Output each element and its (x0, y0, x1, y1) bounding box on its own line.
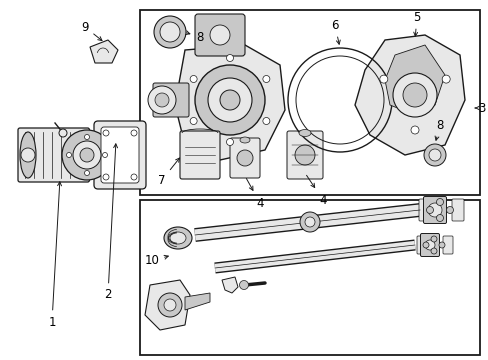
Text: 4: 4 (306, 175, 326, 207)
Circle shape (422, 242, 428, 248)
FancyBboxPatch shape (416, 236, 426, 254)
Circle shape (299, 212, 319, 232)
Text: 3: 3 (477, 102, 485, 114)
Circle shape (158, 293, 182, 317)
FancyBboxPatch shape (229, 138, 260, 178)
Polygon shape (222, 277, 238, 293)
Circle shape (160, 22, 180, 42)
Circle shape (428, 149, 440, 161)
Text: 6: 6 (330, 18, 340, 44)
Circle shape (220, 90, 240, 110)
Polygon shape (145, 280, 190, 330)
Text: 2: 2 (104, 144, 117, 302)
Circle shape (154, 16, 185, 48)
Circle shape (430, 236, 436, 242)
FancyBboxPatch shape (153, 83, 189, 117)
Circle shape (226, 139, 233, 145)
FancyBboxPatch shape (18, 128, 89, 182)
Circle shape (427, 203, 441, 217)
Polygon shape (184, 293, 209, 310)
FancyBboxPatch shape (286, 131, 323, 179)
Polygon shape (354, 35, 464, 155)
Circle shape (131, 130, 137, 136)
Circle shape (155, 93, 169, 107)
Polygon shape (175, 45, 285, 160)
FancyBboxPatch shape (94, 121, 146, 189)
Ellipse shape (163, 227, 192, 249)
Circle shape (190, 117, 197, 125)
Circle shape (80, 148, 94, 162)
FancyBboxPatch shape (101, 127, 139, 183)
Circle shape (446, 207, 452, 213)
Circle shape (392, 73, 436, 117)
Circle shape (239, 280, 248, 289)
Circle shape (237, 150, 252, 166)
Text: 4: 4 (246, 179, 263, 210)
Circle shape (59, 129, 67, 137)
Circle shape (410, 126, 418, 134)
Ellipse shape (240, 137, 249, 143)
FancyBboxPatch shape (420, 234, 439, 256)
Circle shape (73, 141, 101, 169)
Circle shape (207, 78, 251, 122)
Text: 1: 1 (48, 182, 61, 328)
Circle shape (84, 135, 89, 140)
Circle shape (163, 299, 176, 311)
Circle shape (102, 153, 107, 158)
Circle shape (263, 117, 269, 125)
Text: 5: 5 (412, 10, 420, 36)
Text: 9: 9 (81, 21, 102, 41)
Circle shape (436, 215, 443, 221)
Circle shape (263, 76, 269, 82)
Circle shape (148, 86, 176, 114)
Circle shape (424, 240, 434, 250)
Ellipse shape (298, 130, 310, 136)
Circle shape (190, 76, 197, 82)
FancyBboxPatch shape (180, 131, 220, 179)
Polygon shape (90, 40, 118, 63)
Circle shape (294, 145, 314, 165)
Circle shape (438, 242, 444, 248)
Circle shape (436, 198, 443, 206)
Circle shape (423, 144, 445, 166)
Circle shape (402, 83, 426, 107)
Text: 7: 7 (158, 158, 179, 186)
Ellipse shape (20, 132, 36, 178)
FancyBboxPatch shape (442, 236, 452, 254)
FancyBboxPatch shape (418, 199, 430, 221)
Circle shape (103, 174, 109, 180)
Circle shape (131, 174, 137, 180)
Circle shape (195, 65, 264, 135)
Circle shape (430, 248, 436, 254)
Circle shape (426, 207, 433, 213)
Circle shape (441, 75, 449, 83)
Circle shape (103, 130, 109, 136)
Circle shape (379, 75, 387, 83)
Circle shape (66, 153, 71, 158)
Ellipse shape (170, 232, 185, 244)
Polygon shape (384, 45, 444, 115)
FancyBboxPatch shape (451, 199, 463, 221)
FancyBboxPatch shape (195, 14, 244, 56)
Circle shape (21, 148, 35, 162)
Circle shape (305, 217, 314, 227)
Circle shape (209, 25, 229, 45)
Bar (140, 200, 479, 355)
FancyBboxPatch shape (423, 197, 446, 224)
Bar (140, 10, 479, 195)
Circle shape (62, 130, 112, 180)
Circle shape (84, 171, 89, 176)
Text: 8: 8 (434, 118, 443, 140)
Text: 8: 8 (185, 31, 203, 44)
Text: 10: 10 (144, 253, 159, 266)
Circle shape (226, 54, 233, 62)
